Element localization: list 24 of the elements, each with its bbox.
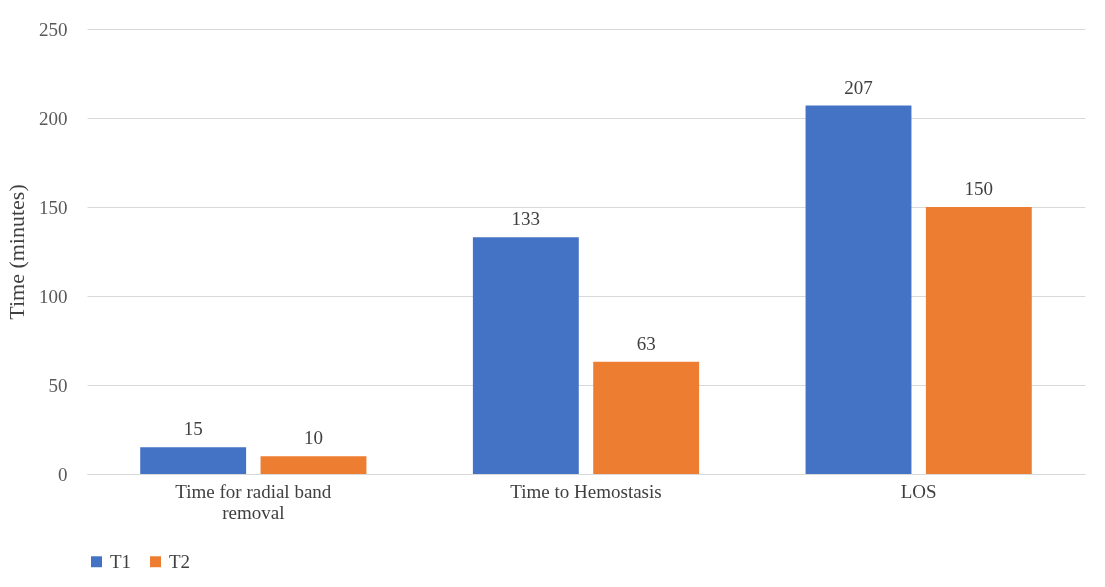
x-tick-label: LOS <box>900 480 937 502</box>
y-tick-label: 200 <box>39 107 68 129</box>
y-tick-label: 250 <box>39 18 68 40</box>
data-label: 15 <box>183 418 203 440</box>
data-label: 207 <box>844 76 873 98</box>
y-tick-label: 50 <box>48 374 68 396</box>
y-tick-label: 150 <box>39 196 68 218</box>
data-label: 63 <box>636 332 656 354</box>
y-tick-label: 0 <box>58 463 68 485</box>
x-tick-label: Time for radial band removal <box>175 480 332 523</box>
data-label: 133 <box>511 208 541 230</box>
bar <box>472 237 579 474</box>
y-axis-title: Time (minutes) <box>4 184 29 320</box>
x-tick-label: Time to Hemostasis <box>510 480 662 502</box>
bar <box>260 456 367 474</box>
data-label: 150 <box>964 178 994 199</box>
bar <box>805 105 912 474</box>
data-label: 10 <box>304 427 323 449</box>
legend-label: T1 <box>110 550 132 572</box>
bar <box>593 361 700 474</box>
bar <box>925 207 1032 474</box>
bar <box>140 447 247 474</box>
y-tick-label: 100 <box>39 285 68 307</box>
legend-label: T2 <box>169 550 191 572</box>
